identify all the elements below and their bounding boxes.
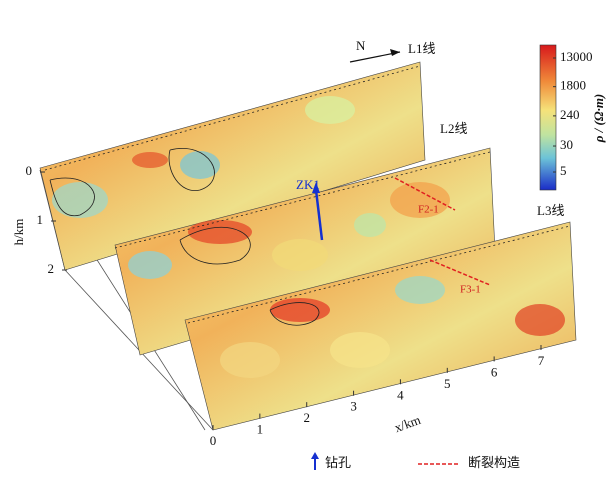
colorbar xyxy=(539,44,557,191)
borehole-label: ZK1 xyxy=(296,177,320,192)
section-l2 xyxy=(114,147,496,356)
section-l3 xyxy=(184,221,577,431)
x-tick-label: 0 xyxy=(210,433,217,448)
legend: 钻孔 断裂构造 xyxy=(311,452,520,470)
x-tick-label: 7 xyxy=(538,353,545,368)
h-tick-label: 2 xyxy=(48,261,55,276)
north-label: N xyxy=(356,38,366,53)
h-tick-label: 1 xyxy=(37,212,44,227)
x-tick-label: 5 xyxy=(444,376,451,391)
colorbar-tick-label: 30 xyxy=(560,137,573,152)
legend-label: 钻孔 xyxy=(325,455,351,470)
x-tick-label: 2 xyxy=(303,410,310,425)
x-tick-label: 3 xyxy=(350,399,357,414)
north-arrow: N xyxy=(349,38,401,63)
fault-label: F2-1 xyxy=(418,204,439,216)
fault-label: F3-1 xyxy=(460,284,481,296)
colorbar-tick-label: 240 xyxy=(560,107,580,122)
colorbar-tick-label: 13000 xyxy=(560,49,593,64)
legend-label: 断裂构造 xyxy=(468,455,520,470)
line-label: L3线 xyxy=(537,203,564,218)
x-tick-label: 1 xyxy=(257,422,264,437)
section-l1 xyxy=(39,61,426,271)
line-label: L2线 xyxy=(440,121,467,136)
h-tick-label: 0 xyxy=(26,163,33,178)
colorbar-tick-label: 1800 xyxy=(560,78,586,93)
x-tick-label: 4 xyxy=(397,387,404,402)
line-label: L1线 xyxy=(408,41,435,56)
x-axis-label: x/km xyxy=(392,412,422,435)
colorbar-title: ρ / (Ω·m) xyxy=(591,94,606,144)
x-tick-label: 6 xyxy=(491,364,498,379)
h-axis-label: h/km xyxy=(11,219,26,246)
colorbar-tick-label: 5 xyxy=(560,163,567,178)
